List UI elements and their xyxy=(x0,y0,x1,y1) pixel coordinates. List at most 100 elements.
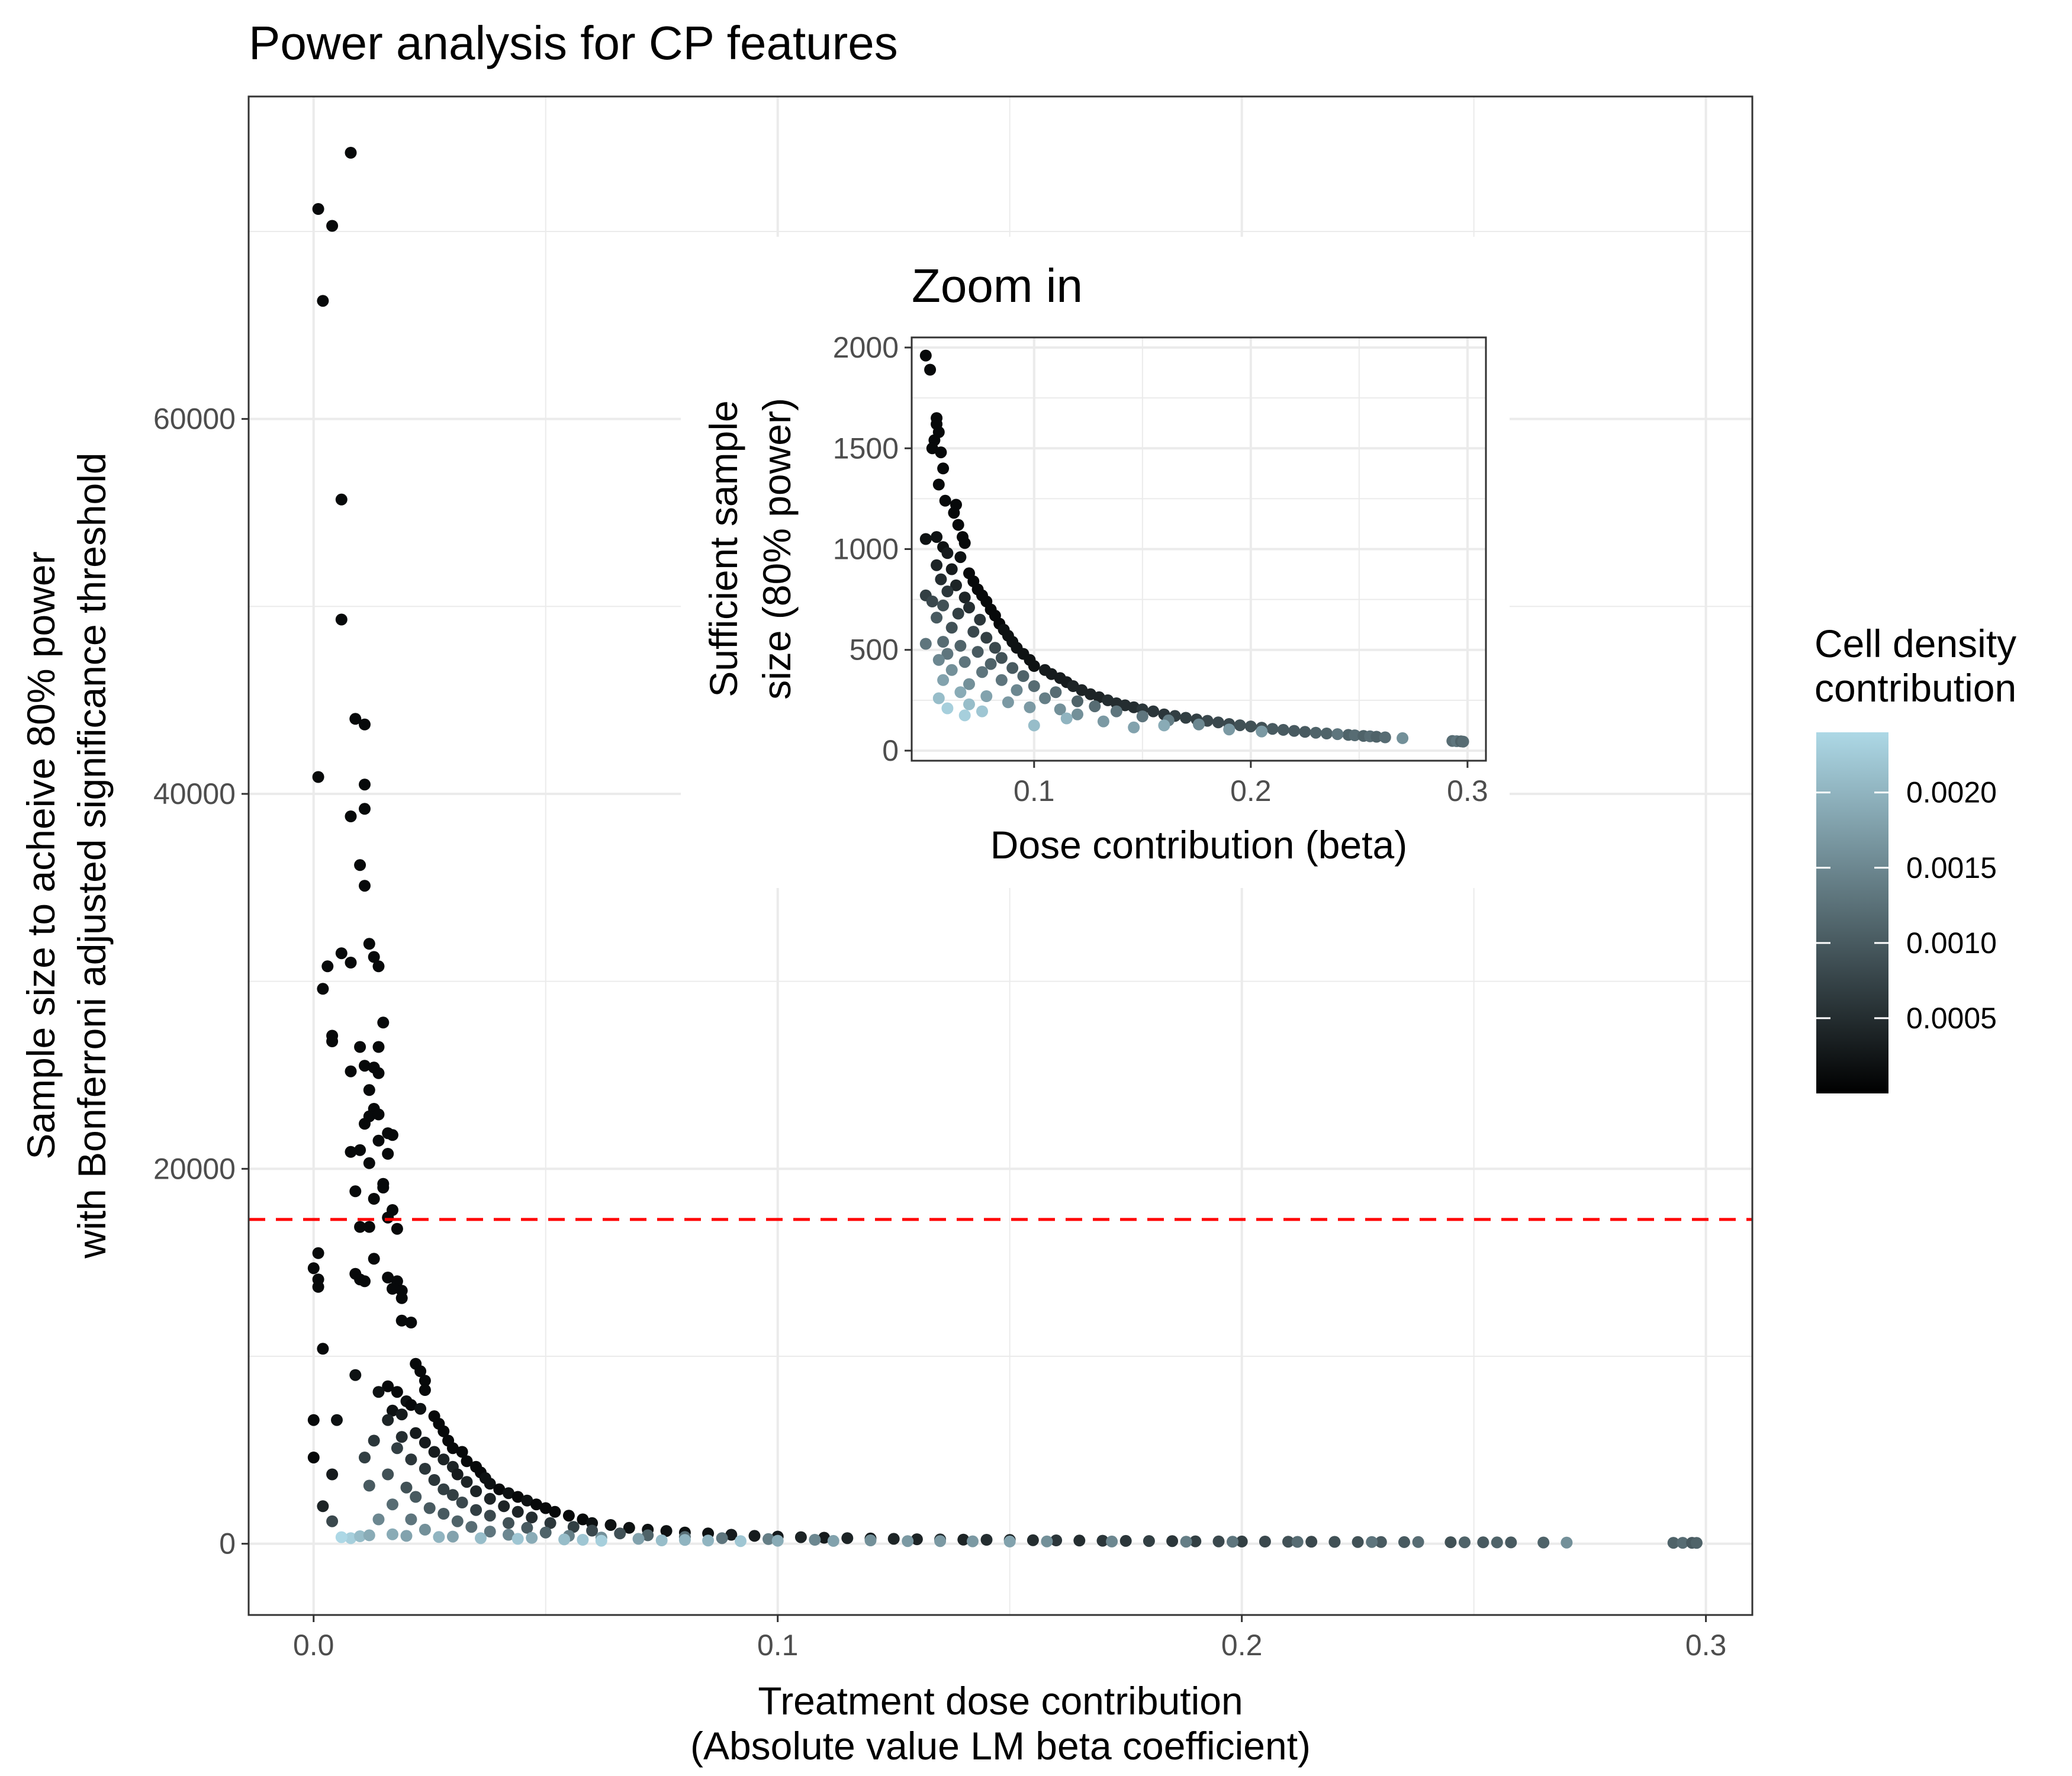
data-point xyxy=(405,1317,417,1328)
data-point xyxy=(1491,1536,1503,1549)
data-point xyxy=(414,1402,427,1415)
data-point xyxy=(539,1502,552,1514)
data-point xyxy=(363,1221,375,1233)
data-point xyxy=(372,960,385,973)
data-point xyxy=(1352,1536,1364,1548)
data-point xyxy=(932,654,945,666)
data-point xyxy=(372,1067,385,1079)
data-point xyxy=(939,494,951,507)
data-point xyxy=(382,1272,394,1283)
data-point xyxy=(577,1534,589,1546)
data-point xyxy=(1106,1535,1118,1547)
data-point xyxy=(1310,726,1322,739)
data-point xyxy=(958,591,971,604)
legend-title-line1: Cell density xyxy=(1814,622,2016,665)
data-point xyxy=(937,674,950,686)
data-point xyxy=(678,1534,691,1546)
data-point xyxy=(950,579,962,591)
data-point xyxy=(1305,1536,1318,1548)
color-legend: Cell density contribution 0.00050.00100.… xyxy=(1814,622,2016,1093)
data-point xyxy=(405,1513,417,1526)
data-point xyxy=(405,1453,417,1466)
x-tick-label: 0.1 xyxy=(757,1629,799,1662)
data-point xyxy=(937,599,950,612)
data-point xyxy=(1288,725,1301,737)
data-point xyxy=(809,1534,821,1546)
data-point xyxy=(317,983,329,995)
data-point xyxy=(957,1533,970,1546)
data-point xyxy=(716,1532,728,1545)
data-point xyxy=(655,1534,668,1546)
data-point xyxy=(567,1521,580,1533)
data-point xyxy=(1050,1534,1063,1546)
data-point xyxy=(1291,1536,1304,1548)
data-point xyxy=(475,1532,487,1545)
data-point xyxy=(1277,723,1289,736)
data-point xyxy=(958,537,971,549)
data-point xyxy=(526,1511,538,1524)
data-point xyxy=(1097,715,1109,728)
data-point xyxy=(1180,712,1192,724)
data-point xyxy=(958,709,971,722)
data-point xyxy=(410,1427,422,1439)
data-point xyxy=(419,1463,431,1475)
data-point xyxy=(395,1314,408,1327)
data-point xyxy=(614,1527,626,1540)
data-point xyxy=(354,1041,366,1053)
data-point xyxy=(941,585,954,597)
inset-x-axis-title: Dose contribution (beta) xyxy=(990,823,1407,867)
data-point xyxy=(456,1497,468,1508)
data-point xyxy=(1028,719,1040,732)
data-point xyxy=(368,1434,380,1447)
data-point xyxy=(910,1533,923,1546)
data-point xyxy=(345,1532,357,1545)
data-point xyxy=(937,636,950,648)
x-tick-label: 0.0 xyxy=(293,1629,334,1662)
data-point xyxy=(391,1442,403,1455)
data-point xyxy=(963,601,975,614)
data-point xyxy=(954,686,967,699)
data-point xyxy=(1236,1535,1248,1547)
data-point xyxy=(359,880,371,892)
data-point xyxy=(702,1534,715,1547)
data-point xyxy=(841,1532,854,1545)
data-point xyxy=(937,462,950,475)
data-point xyxy=(391,1222,403,1235)
data-point xyxy=(1060,712,1073,725)
data-point xyxy=(359,1118,371,1130)
data-point xyxy=(521,1494,533,1507)
data-point xyxy=(382,1127,394,1140)
data-point xyxy=(345,147,357,159)
data-point xyxy=(331,1414,343,1426)
data-point xyxy=(428,1474,440,1486)
data-point xyxy=(539,1526,552,1539)
data-point xyxy=(307,1452,320,1463)
data-point xyxy=(932,478,945,491)
data-point xyxy=(660,1525,673,1537)
data-point xyxy=(335,947,348,960)
data-point xyxy=(1667,1537,1680,1549)
data-point xyxy=(544,1517,556,1529)
data-point xyxy=(400,1481,413,1494)
data-point xyxy=(976,666,988,678)
data-point xyxy=(372,1041,385,1053)
data-point xyxy=(762,1533,774,1545)
data-point xyxy=(395,1408,408,1421)
data-point xyxy=(1193,718,1205,731)
data-point xyxy=(377,1182,390,1193)
data-point xyxy=(771,1534,784,1547)
inset-y-axis: 0 500 1000 1500 2000 xyxy=(833,331,912,767)
x-axis-title-line2: (Absolute value LM beta coefficient) xyxy=(690,1724,1311,1768)
x-axis-title-line1: Treatment dose contribution xyxy=(758,1679,1243,1723)
legend-tick-label: 0.0020 xyxy=(1906,776,1997,809)
y-axis-title-line1: Sample size to acheive 80% power xyxy=(19,551,63,1159)
data-point xyxy=(307,1414,320,1426)
data-point xyxy=(604,1519,617,1531)
data-point xyxy=(963,678,975,690)
data-point xyxy=(354,859,366,871)
data-point xyxy=(465,1521,478,1533)
data-point xyxy=(1028,680,1040,692)
data-point xyxy=(934,1535,947,1547)
data-point xyxy=(382,1414,394,1426)
